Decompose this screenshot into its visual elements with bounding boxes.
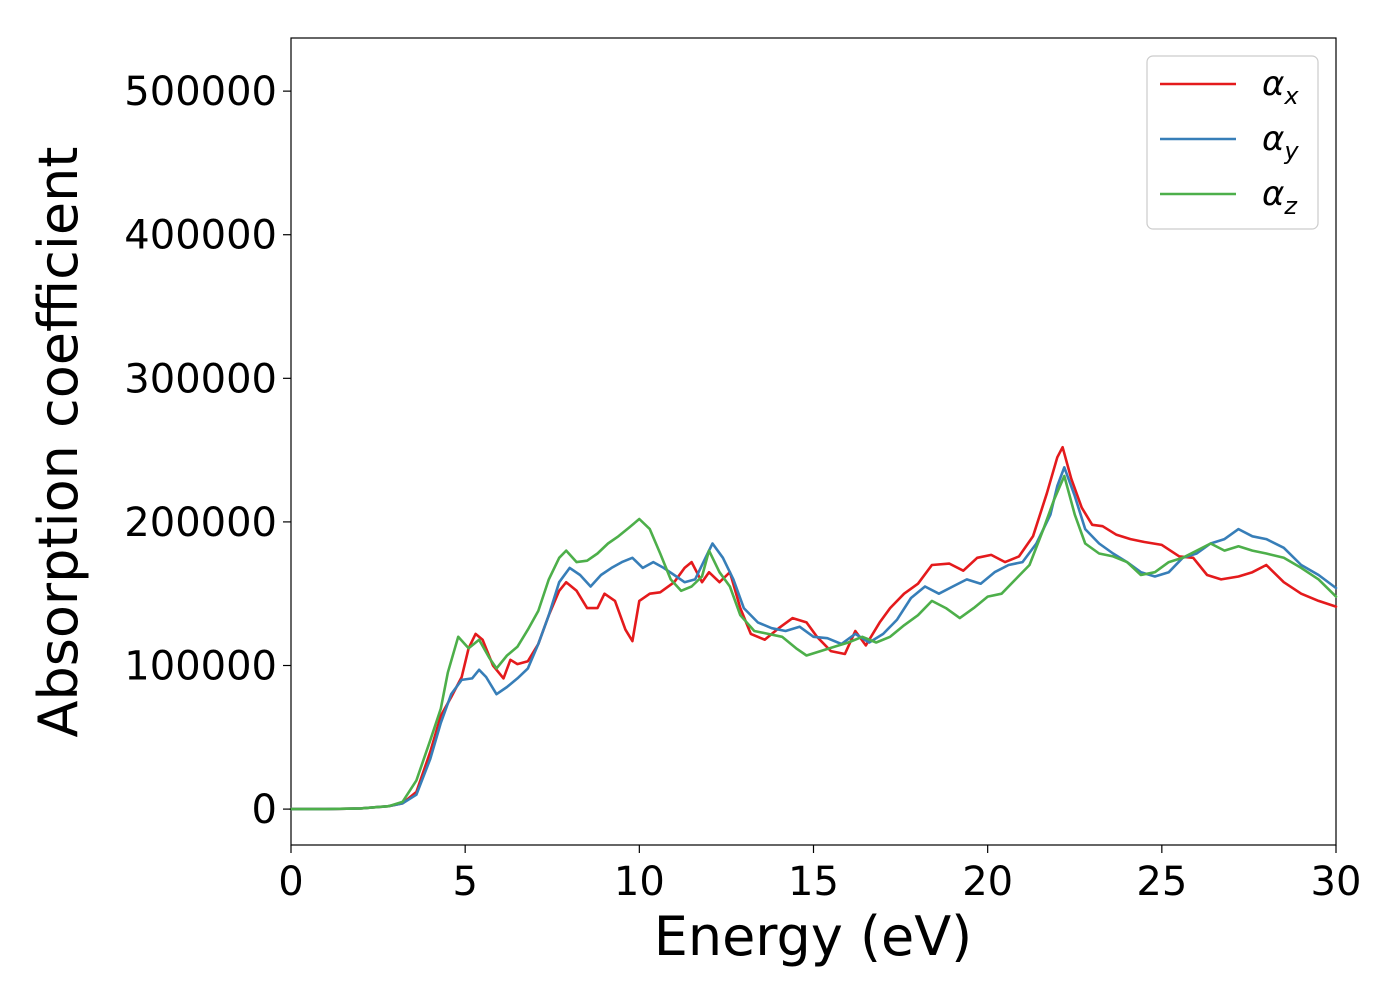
y-axis: 0 100000 200000 300000 400000 500000 <box>124 69 291 833</box>
legend-label-y: αy <box>1262 119 1299 165</box>
y-tick-label: 200000 <box>124 500 277 546</box>
x-tick-label: 10 <box>614 859 665 905</box>
legend-label-x: αx <box>1262 64 1299 110</box>
series-line-z <box>289 474 1338 811</box>
y-tick-label: 0 <box>252 787 277 833</box>
y-axis-title: Absorption coefficient <box>27 147 90 738</box>
legend-label-z: αz <box>1262 174 1298 220</box>
x-tick-label: 0 <box>278 859 303 905</box>
series-line-y <box>289 466 1338 811</box>
y-tick-label: 400000 <box>124 213 277 259</box>
y-tick-label: 100000 <box>124 644 277 690</box>
y-tick-label: 300000 <box>124 356 277 402</box>
legend: αx αy αz <box>1146 55 1319 230</box>
x-tick-label: 30 <box>1311 859 1362 905</box>
legend-entries: αx αy αz <box>1160 64 1299 220</box>
series-line-x <box>289 445 1338 811</box>
y-tick-label: 500000 <box>124 69 277 115</box>
plot-lines <box>289 445 1338 811</box>
x-axis-title: Energy (eV) <box>654 905 973 968</box>
x-tick-label: 5 <box>452 859 477 905</box>
x-tick-label: 20 <box>962 859 1013 905</box>
x-tick-label: 15 <box>788 859 839 905</box>
x-tick-label: 25 <box>1136 859 1187 905</box>
x-axis: 0 5 10 15 20 25 30 <box>278 845 1361 905</box>
legend-box <box>1146 55 1319 230</box>
